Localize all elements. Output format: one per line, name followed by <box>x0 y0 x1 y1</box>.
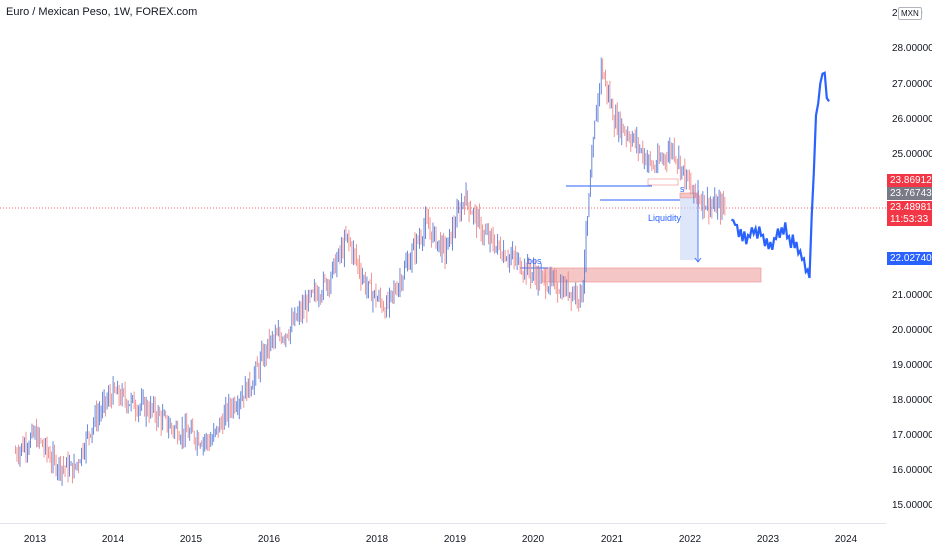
price-tick: 19.00000 <box>892 360 932 371</box>
time-tick: 2015 <box>179 534 203 545</box>
time-tick: 2024 <box>834 534 858 545</box>
liquidity-label: Liquidity <box>648 213 682 223</box>
projection-group <box>731 71 830 279</box>
time-tick: 2018 <box>365 534 389 545</box>
time-tick: 2016 <box>257 534 281 545</box>
down-arrow-head-icon <box>694 257 702 263</box>
price-label-upper: 23.86912 <box>887 174 932 187</box>
price-tick: 20.00000 <box>892 325 932 336</box>
time-tick: 2013 <box>23 534 47 545</box>
price-label-current: 23.76743 <box>887 187 932 200</box>
projection-box <box>680 198 698 260</box>
chart-title: Euro / Mexican Peso, 1W, FOREX.com <box>6 6 198 18</box>
price-tick: 16.00000 <box>892 465 932 476</box>
countdown-label: 11:53:33 <box>887 213 932 226</box>
projection-line <box>731 71 830 279</box>
price-tick: 17.00000 <box>892 430 932 441</box>
price-axis[interactable]: 29.000 28.00000 27.00000 26.00000 25.000… <box>886 0 932 523</box>
price-tick: 28.00000 <box>892 43 932 54</box>
price-tick: 26.00000 <box>892 114 932 125</box>
candles-group <box>15 57 726 486</box>
time-tick: 2022 <box>678 534 702 545</box>
price-label-projection: 22.02740 <box>887 252 932 265</box>
time-tick: 2021 <box>600 534 624 545</box>
price-tick: 15.00000 <box>892 500 932 511</box>
price-chart[interactable] <box>0 0 886 523</box>
price-tick: 27.00000 <box>892 79 932 90</box>
time-tick: 2023 <box>756 534 780 545</box>
bos-label: bos <box>527 256 542 266</box>
price-label-last: 23.48981 <box>887 201 932 214</box>
price-tick: 18.00000 <box>892 395 932 406</box>
time-tick: 2020 <box>521 534 545 545</box>
supply-zone[interactable] <box>647 178 679 186</box>
currency-badge[interactable]: MXN <box>898 7 922 20</box>
price-tick: 25.00000 <box>892 149 932 160</box>
time-tick: 2014 <box>101 534 125 545</box>
time-axis[interactable]: 2013 2014 2015 2016 2018 2019 2020 2021 … <box>0 523 886 551</box>
price-tick: 21.00000 <box>892 290 932 301</box>
s-marker-label: s <box>680 184 685 194</box>
demand-zone[interactable] <box>543 267 762 283</box>
time-tick: 2019 <box>443 534 467 545</box>
